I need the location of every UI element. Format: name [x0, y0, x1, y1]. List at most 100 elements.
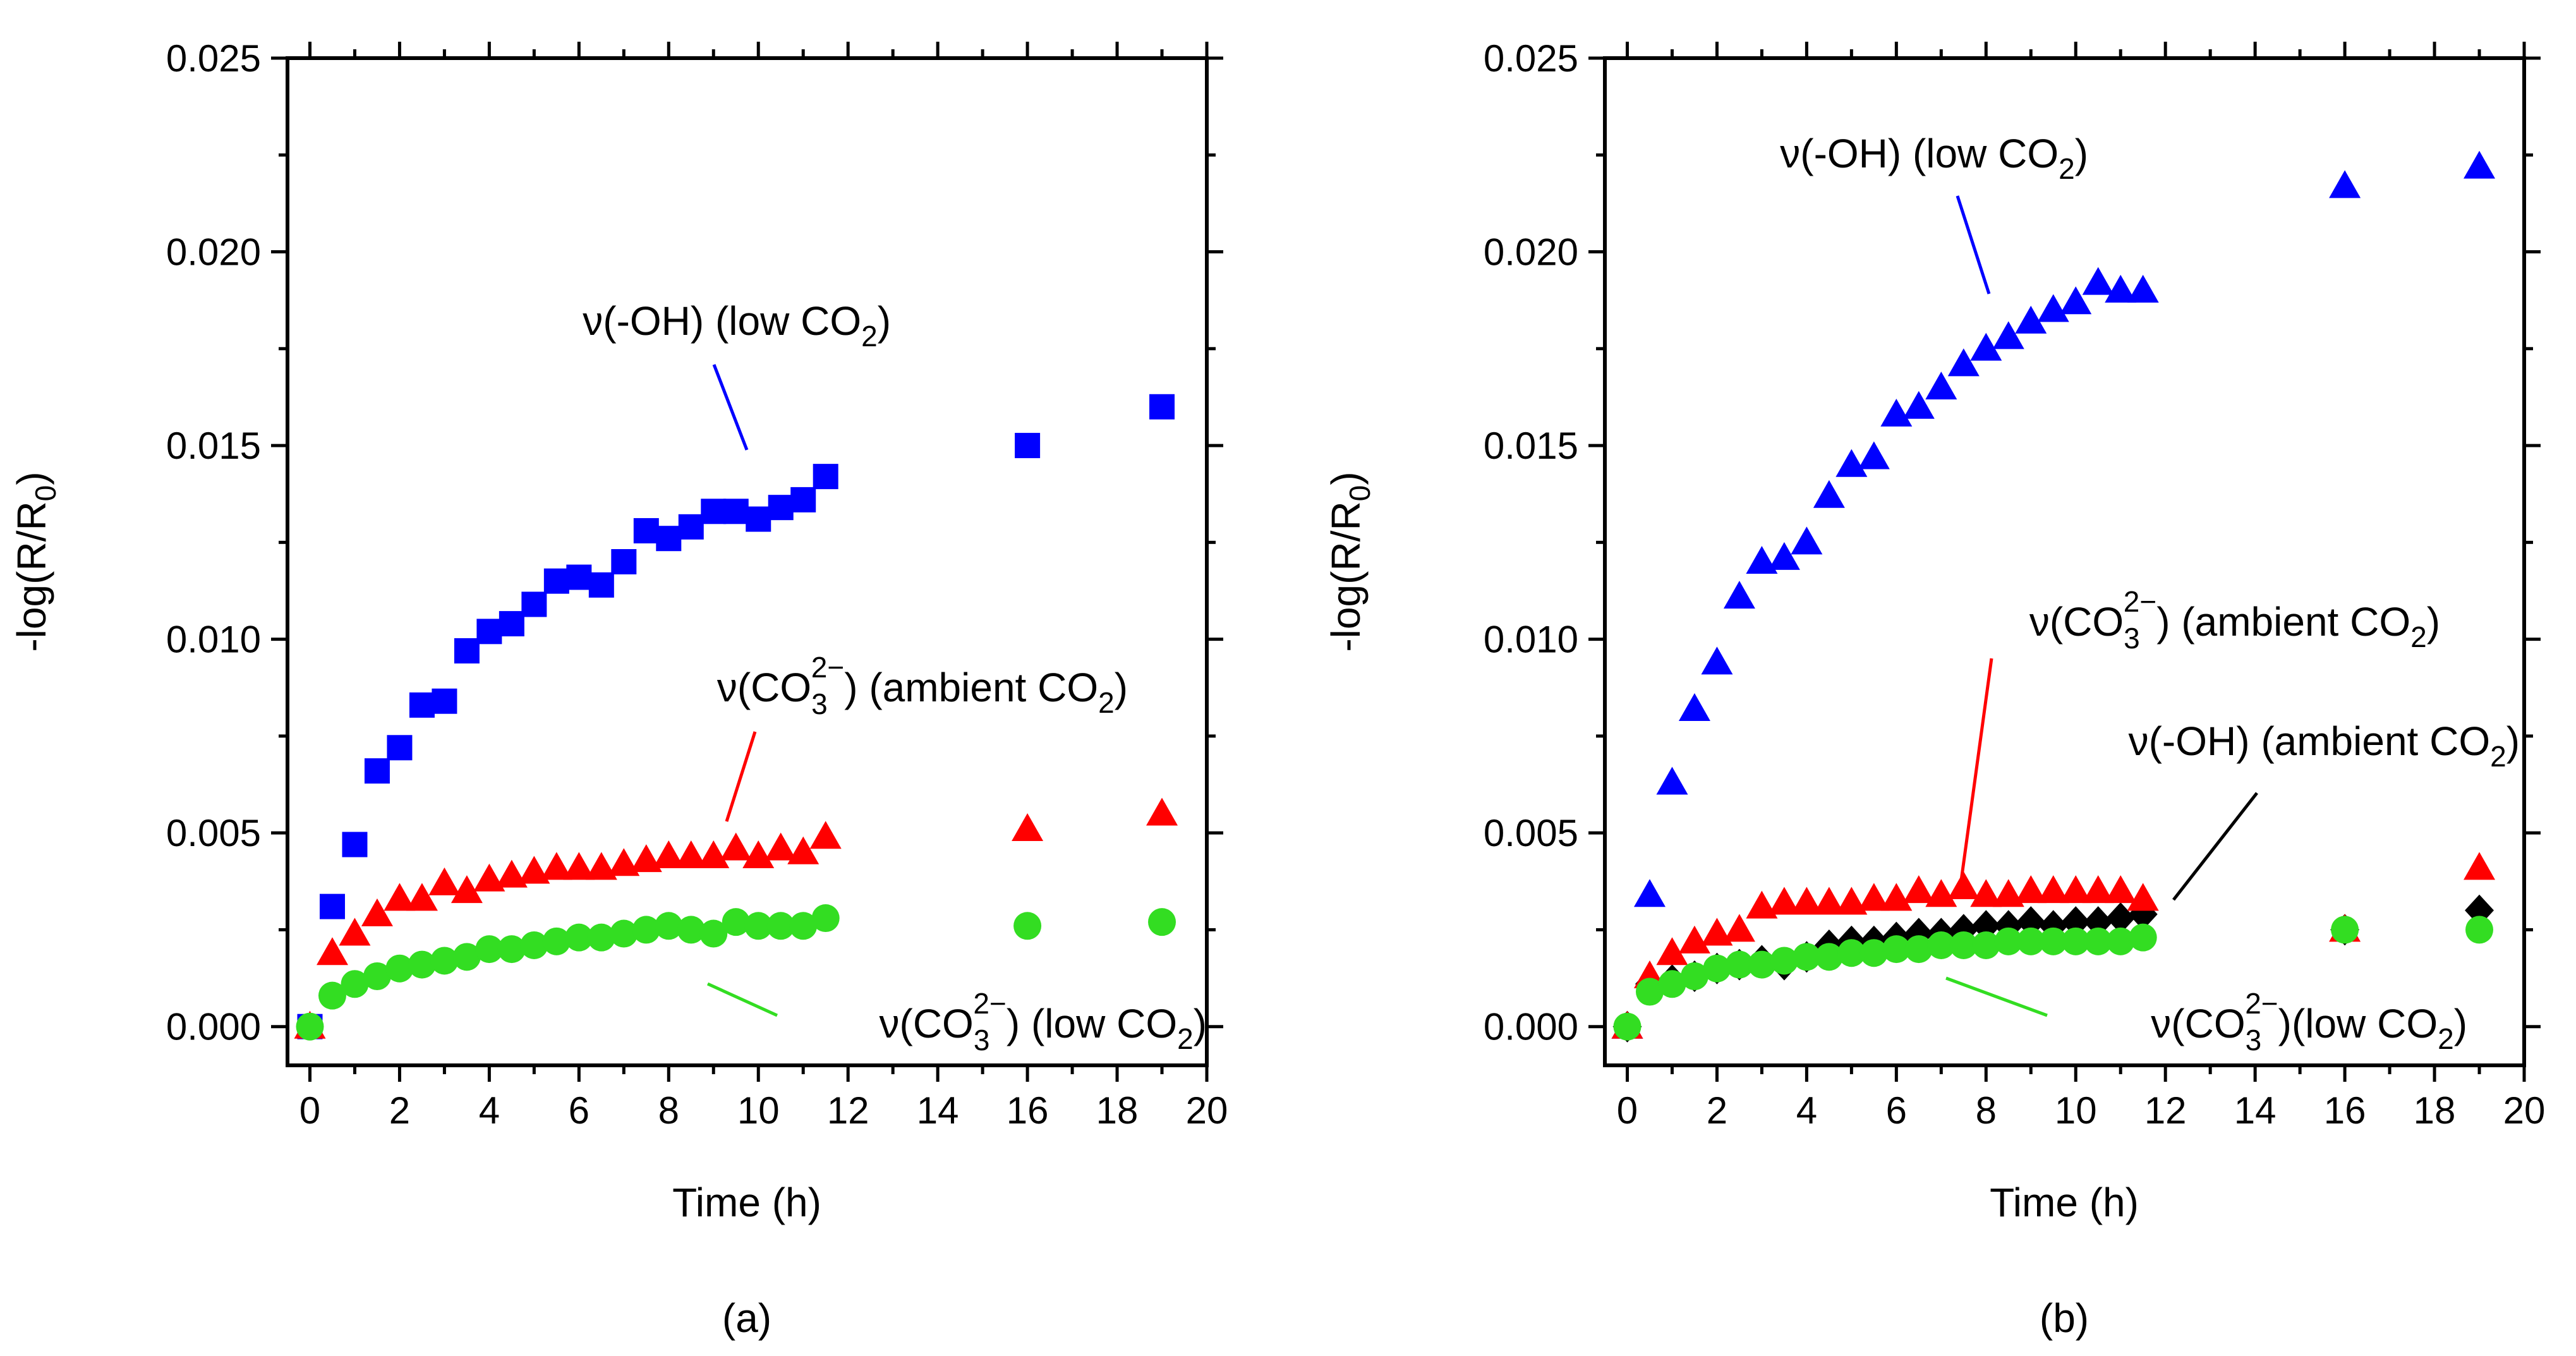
data-point-series-2 — [677, 916, 705, 944]
x-tick-label: 16 — [1007, 1089, 1049, 1132]
y-axis-title: -log(R/R0) — [1323, 471, 1376, 651]
data-point-series-1 — [653, 840, 685, 868]
data-point-series-2 — [1925, 879, 1957, 907]
leader-oh-low — [712, 364, 749, 451]
data-point-series-2 — [1768, 887, 1800, 915]
annotation-oh-ambient: ν(-OH) (ambient CO2) — [2129, 718, 2520, 773]
y-tick-label: 0.025 — [1484, 37, 1578, 80]
y-axis-title: -log(R/R0) — [9, 471, 62, 651]
data-point-series-2 — [452, 943, 481, 971]
data-point-series-2 — [341, 970, 369, 998]
annotation-leaders — [706, 364, 778, 1017]
x-tick-labels: 0 2 4 6 8 10 12 14 16 18 20 — [1617, 1089, 2546, 1132]
data-point-series-0 — [521, 591, 547, 617]
data-point-series-0 — [1656, 766, 1688, 795]
data-point-series-1 — [450, 875, 483, 904]
leader-co3-low — [706, 982, 778, 1017]
x-tick-label: 6 — [569, 1089, 590, 1132]
data-point-series-0 — [342, 832, 368, 857]
data-point-series-2 — [811, 904, 840, 933]
panel-a: 0 2 4 6 8 10 12 14 16 18 20 0.0000.0050.0100.0150.… — [9, 37, 1228, 1341]
data-point-series-0 — [409, 692, 435, 718]
x-tick-label: 6 — [1886, 1089, 1907, 1132]
data-point-series-2 — [475, 935, 504, 964]
data-point-series-2 — [1701, 917, 1733, 946]
tick-marks — [1588, 42, 2541, 1082]
data-point-series-0 — [1835, 449, 1868, 477]
data-point-series-3 — [1770, 947, 1798, 975]
data-point-series-3 — [1837, 939, 1866, 967]
data-point-series-0 — [813, 464, 838, 490]
data-point-series-0 — [588, 572, 614, 598]
data-point-series-1 — [316, 937, 348, 966]
data-point-series-0 — [2329, 170, 2361, 198]
annotation-co3-ambient: ν(CO32−) (ambient CO2) — [2029, 585, 2440, 655]
y-tick-label: 0.000 — [1484, 1006, 1578, 1048]
data-point-series-0 — [1813, 480, 1845, 508]
data-point-series-2 — [1813, 887, 1845, 915]
data-point-series-3 — [2062, 927, 2090, 955]
data-point-series-0 — [1880, 399, 1913, 427]
data-point-series-0 — [566, 564, 592, 590]
data-point-series-0 — [768, 495, 794, 521]
x-tick-label: 20 — [2503, 1089, 2546, 1132]
data-point-series-3 — [1904, 935, 1933, 964]
data-point-series-0 — [2082, 267, 2114, 295]
data-point-series-0 — [611, 549, 637, 574]
data-point-series-0 — [2015, 305, 2047, 334]
data-point-series-3 — [1972, 931, 2000, 959]
plot-frame — [286, 56, 1209, 1067]
annotation-oh-low: ν(-OH) (low CO2) — [1780, 131, 2088, 185]
x-tick-labels: 0 2 4 6 8 10 12 14 16 18 20 — [299, 1089, 1228, 1132]
data-point-series-0 — [2464, 150, 2496, 179]
data-point-series-2 — [1858, 883, 1890, 911]
data-point-series-1 — [608, 848, 640, 876]
data-point-series-1 — [720, 832, 752, 861]
data-point-series-2 — [430, 947, 459, 975]
annotation-leaders — [1945, 195, 2258, 1017]
tick-marks — [271, 42, 1223, 1082]
data-point-series-0 — [1858, 441, 1890, 469]
data-point-series-0 — [1947, 348, 1980, 377]
data-point-series-3 — [2084, 927, 2112, 955]
x-tick-label: 14 — [917, 1089, 959, 1132]
y-tick-label: 0.020 — [166, 231, 261, 274]
data-point-series-1 — [809, 821, 842, 849]
data-point-series-1 — [428, 867, 461, 895]
x-axis-title: Time (h) — [672, 1180, 821, 1225]
data-point-series-3 — [1859, 939, 1888, 967]
x-tick-label: 10 — [737, 1089, 780, 1132]
data-point-series-2 — [2105, 875, 2137, 904]
x-tick-label: 14 — [2234, 1089, 2277, 1132]
data-point-series-2 — [632, 916, 660, 944]
leader-co3-ambient — [725, 731, 757, 822]
data-point-series-1 — [361, 898, 393, 926]
y-tick-labels: 0.000 0.005 0.010 0.015 0.020 0.025 — [1484, 37, 1578, 1048]
data-point-series-1 — [518, 856, 550, 884]
data-point-series-2 — [1746, 890, 1778, 919]
data-point-series-1 — [473, 863, 505, 892]
data-point-series-3 — [1748, 950, 1776, 979]
data-point-series-1 — [495, 859, 528, 888]
data-point-series-2 — [296, 1012, 324, 1041]
data-point-series-2 — [2082, 875, 2114, 904]
data-point-series-2 — [1013, 912, 1042, 940]
data-point-series-1 — [1012, 813, 1044, 842]
x-tick-label: 20 — [1186, 1089, 1228, 1132]
data-point-series-2 — [2060, 875, 2092, 904]
leader-co3-low — [1945, 976, 2048, 1017]
data-point-series-0 — [678, 514, 704, 540]
y-tick-label: 0.010 — [166, 619, 261, 661]
data-point-series-0 — [454, 638, 480, 664]
x-tick-label: 0 — [1617, 1089, 1638, 1132]
data-point-series-0 — [1791, 526, 1823, 555]
data-point-series-0 — [543, 568, 569, 594]
data-point-series-2 — [385, 954, 414, 983]
data-point-series-3 — [1994, 927, 2023, 955]
data-point-series-2 — [1947, 871, 1980, 899]
data-point-series-0 — [364, 758, 390, 784]
data-point-series-0 — [1902, 390, 1935, 419]
y-tick-label: 0.020 — [1484, 231, 1578, 274]
data-point-series-2 — [1902, 875, 1935, 904]
